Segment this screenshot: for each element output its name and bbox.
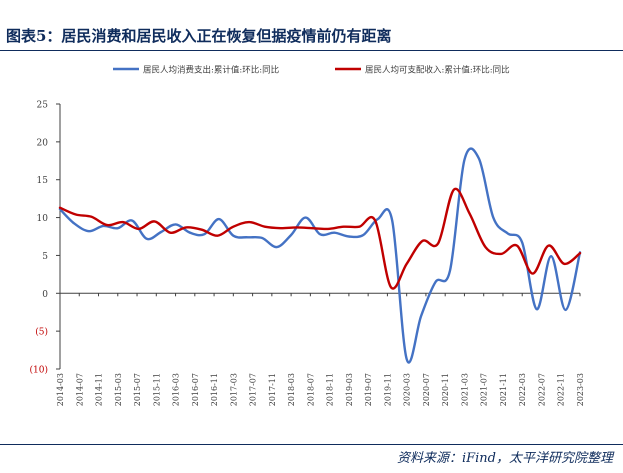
y-tick-label: 0 — [42, 290, 48, 300]
x-tick-label: 2020-11 — [441, 373, 450, 406]
x-tick-label: 2022-03 — [518, 373, 527, 406]
chart-title: 图表5：居民消费和居民收入正在恢复但据疫情前仍有距离 — [6, 27, 392, 45]
y-tick-label: 20 — [37, 138, 49, 148]
x-tick-label: 2016-11 — [210, 373, 219, 406]
x-tick-label: 2021-11 — [499, 373, 508, 406]
x-tick-label: 2015-11 — [152, 373, 161, 406]
x-tick-label: 2020-03 — [403, 373, 412, 406]
x-tick-label: 2018-03 — [287, 373, 296, 406]
y-tick-label: 25 — [37, 101, 49, 111]
title-divider — [0, 50, 623, 51]
x-tick-label: 2015-03 — [114, 373, 123, 406]
x-tick-label: 2020-07 — [422, 373, 431, 406]
x-tick-label: 2014-03 — [56, 373, 65, 406]
series-lines — [58, 147, 582, 364]
x-tick-label: 2021-03 — [460, 373, 469, 406]
x-tick-label: 2014-07 — [75, 373, 84, 406]
series-line-income — [58, 187, 582, 290]
x-tick-label: 2015-07 — [133, 373, 142, 406]
y-tick-label: 15 — [37, 176, 49, 186]
x-tick-label: 2014-11 — [95, 373, 104, 406]
series-line-consumption — [58, 147, 582, 364]
y-tick-label: (5) — [35, 327, 48, 338]
line-chart: 居民人均消费支出:累计值:环比:同比 居民人均可支配收入:累计值:环比:同比 25… — [30, 65, 585, 407]
x-tick-label: 2022-07 — [537, 373, 546, 406]
x-tick-label: 2022-11 — [557, 373, 566, 406]
legend: 居民人均消费支出:累计值:环比:同比 居民人均可支配收入:累计值:环比:同比 — [113, 65, 510, 76]
x-tick-label: 2023-03 — [576, 373, 585, 406]
x-tick-label: 2019-07 — [364, 373, 373, 406]
x-tick-label: 2016-07 — [191, 373, 200, 406]
x-tick-label: 2018-07 — [306, 373, 315, 406]
x-tick-label: 2016-03 — [172, 373, 181, 406]
x-tick-label: 2019-03 — [345, 373, 354, 406]
legend-label-consumption: 居民人均消费支出:累计值:环比:同比 — [143, 65, 279, 76]
x-tick-label: 2019-11 — [383, 373, 392, 406]
y-tick-label: (10) — [30, 365, 48, 376]
x-tick-label: 2017-03 — [229, 373, 238, 406]
x-tick-label: 2021-07 — [480, 373, 489, 406]
y-tick-label: 5 — [42, 252, 48, 262]
x-tick-label: 2017-11 — [268, 373, 277, 406]
x-tick-label: 2018-11 — [326, 373, 335, 406]
axes: 25 20 15 10 5 0 (5) (10) 2014-03 2014-07 2014-11 20… — [30, 101, 585, 407]
legend-label-income: 居民人均可支配收入:累计值:环比:同比 — [365, 65, 510, 76]
source-note: 资料来源：iFind，太平洋研究院整理 — [396, 451, 613, 466]
y-tick-label: 10 — [37, 214, 49, 224]
footer-divider — [0, 444, 623, 445]
x-tick-label: 2017-07 — [249, 373, 258, 406]
